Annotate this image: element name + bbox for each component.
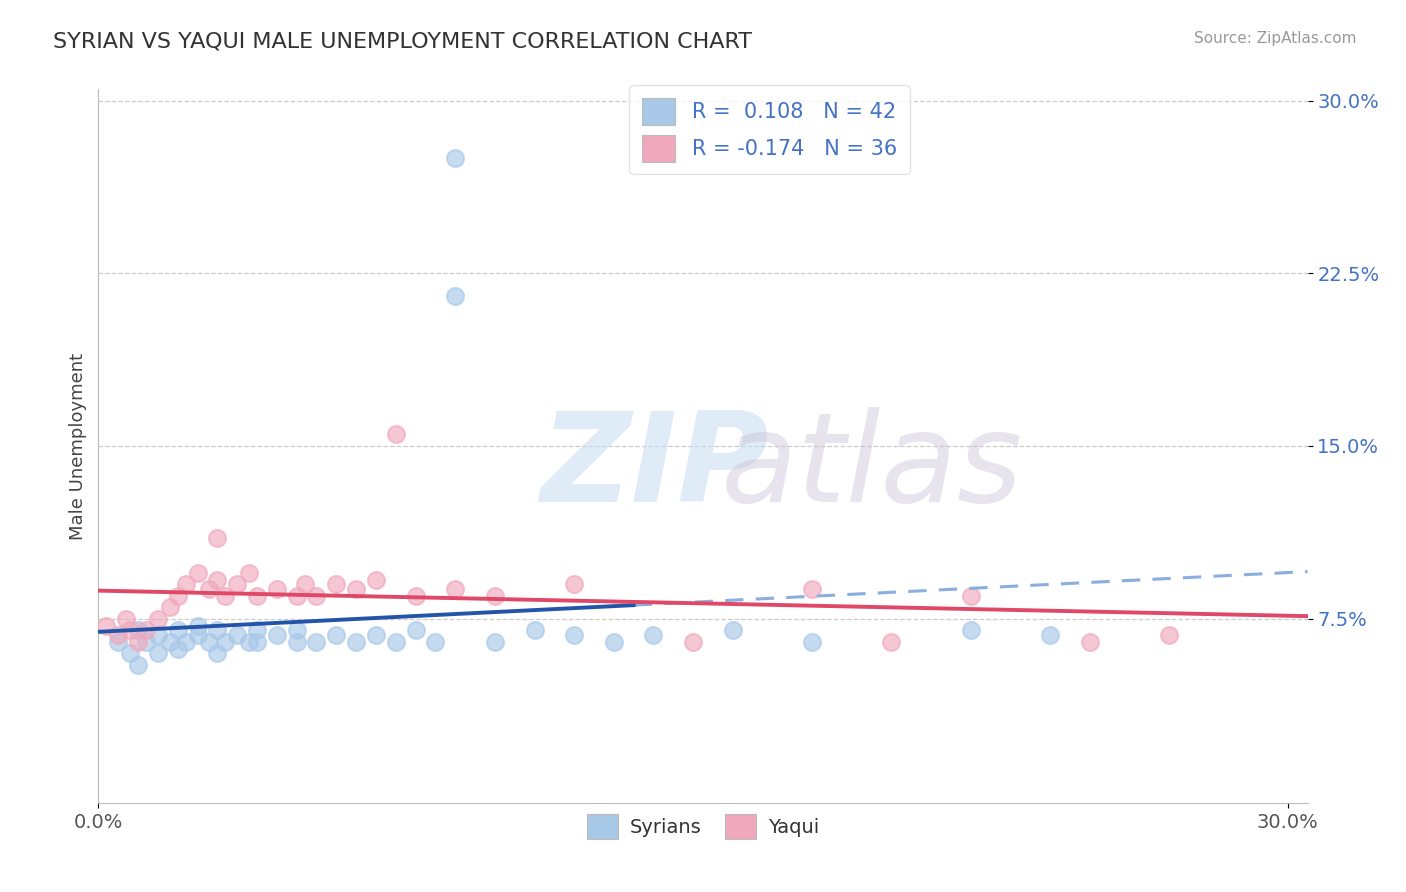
Point [405,589,427,603]
Point [186,566,208,580]
Point [159,600,181,615]
Point [238,566,260,580]
Point [135,623,157,637]
Point [484,589,506,603]
Point [174,634,197,648]
Text: atlas: atlas [721,407,1024,528]
Point [159,634,181,648]
Point [1039,628,1062,642]
Point [959,623,981,637]
Point [120,646,142,660]
Point [444,151,467,165]
Point [801,634,824,648]
Point [384,427,406,442]
Point [226,577,249,591]
Point [484,634,506,648]
Point [682,634,704,648]
Point [186,628,208,642]
Point [801,582,824,596]
Point [344,634,367,648]
Point [643,628,665,642]
Point [364,628,387,642]
Point [207,623,229,637]
Legend: Syrians, Yaqui: Syrians, Yaqui [579,806,827,847]
Point [174,577,197,591]
Point [207,531,229,545]
Point [226,628,249,642]
Point [285,589,308,603]
Point [721,623,744,637]
Point [344,582,367,596]
Point [238,634,260,648]
Point [285,623,308,637]
Point [166,589,188,603]
Point [198,634,221,648]
Y-axis label: Male Unemployment: Male Unemployment [69,352,87,540]
Point [115,612,138,626]
Point [523,623,546,637]
Point [325,577,347,591]
Point [959,589,981,603]
Point [146,628,169,642]
Point [384,634,406,648]
Text: SYRIAN VS YAQUI MALE UNEMPLOYMENT CORRELATION CHART: SYRIAN VS YAQUI MALE UNEMPLOYMENT CORREL… [53,31,752,51]
Point [135,634,157,648]
Point [294,577,316,591]
Text: ZIP: ZIP [540,407,769,528]
Point [186,618,208,632]
Text: Source: ZipAtlas.com: Source: ZipAtlas.com [1194,31,1357,46]
Point [96,618,118,632]
Point [562,628,585,642]
Point [127,623,149,637]
Point [325,628,347,642]
Point [146,646,169,660]
Point [880,634,903,648]
Point [120,623,142,637]
Point [127,657,149,672]
Point [246,623,269,637]
Point [405,623,427,637]
Point [107,628,129,642]
Point [107,634,129,648]
Point [246,589,269,603]
Point [207,573,229,587]
Point [562,577,585,591]
Point [127,634,149,648]
Point [444,289,467,303]
Point [1078,634,1101,648]
Point [1157,628,1180,642]
Point [214,634,236,648]
Point [146,612,169,626]
Point [198,582,221,596]
Point [364,573,387,587]
Point [305,589,328,603]
Point [246,634,269,648]
Point [444,582,467,596]
Point [603,634,626,648]
Point [305,634,328,648]
Point [166,623,188,637]
Point [266,582,288,596]
Point [207,646,229,660]
Point [425,634,447,648]
Point [266,628,288,642]
Point [214,589,236,603]
Point [166,641,188,656]
Point [285,634,308,648]
